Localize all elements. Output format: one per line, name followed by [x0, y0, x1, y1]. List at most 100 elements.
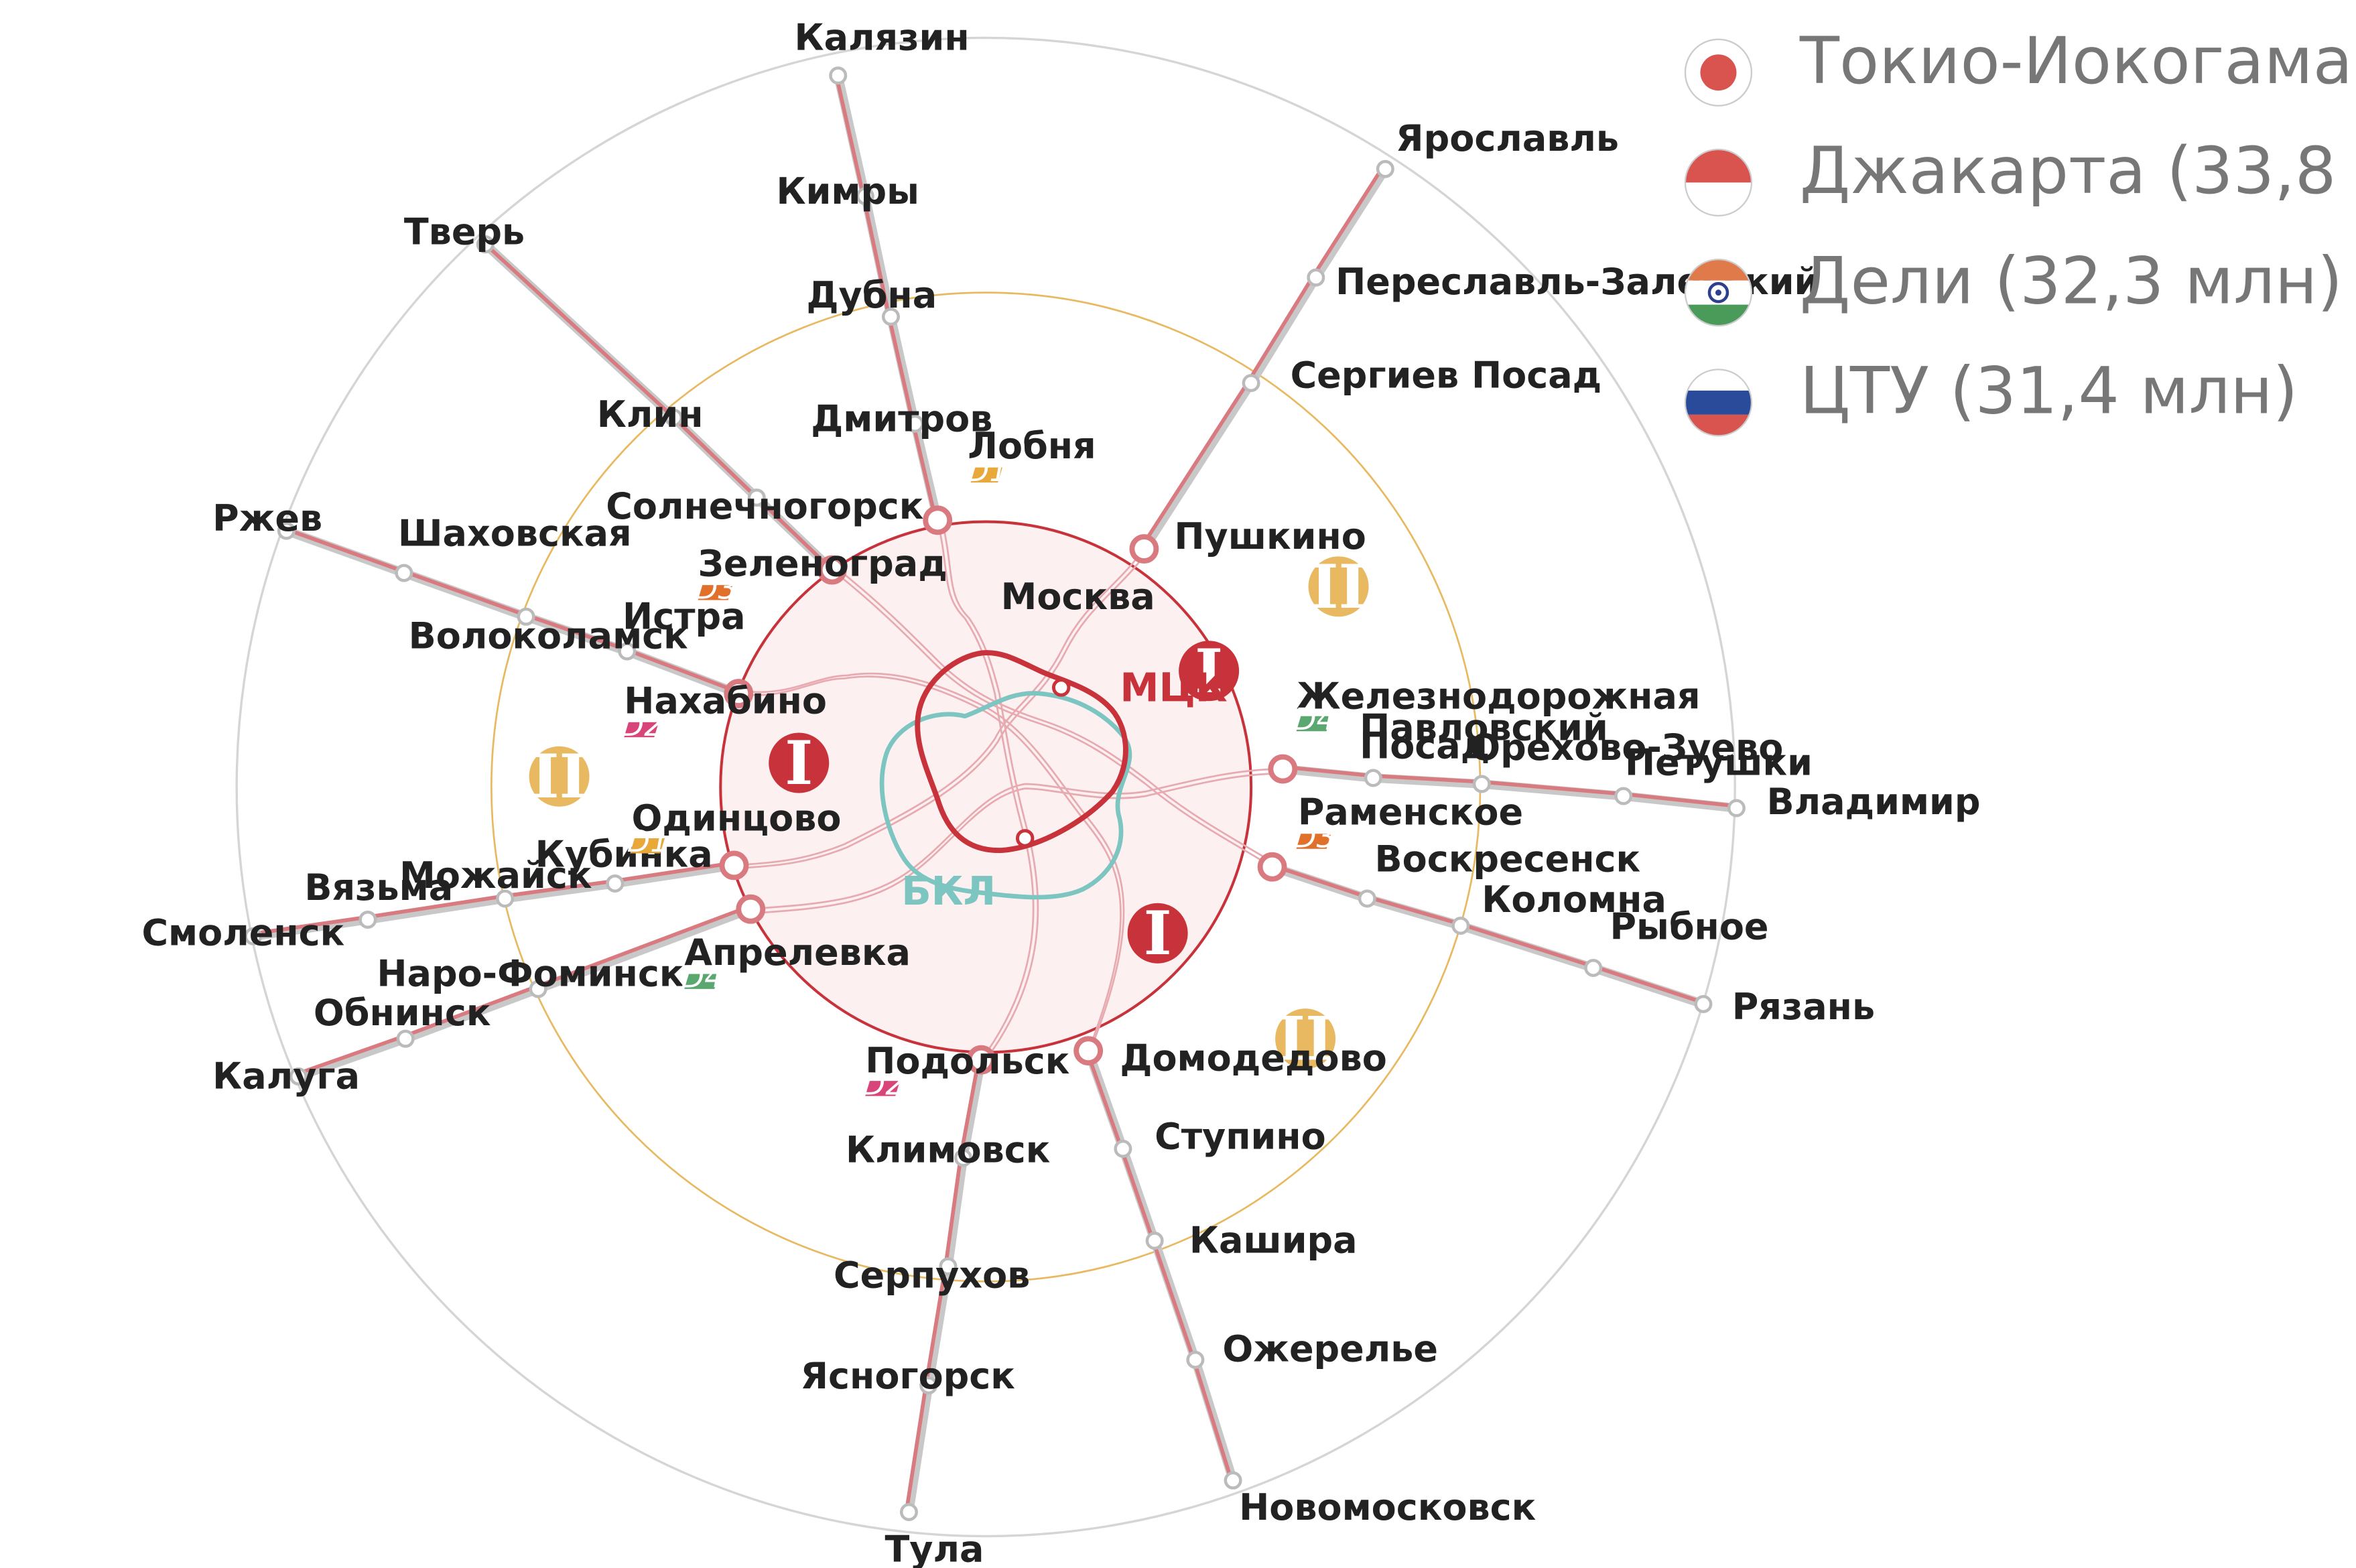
station-label: Подольск — [865, 1040, 1069, 1082]
d1-badge: D1 — [627, 824, 669, 859]
svg-text:D4: D4 — [681, 960, 724, 995]
zone-one-label: I — [1144, 899, 1172, 969]
station-dot — [1451, 916, 1470, 935]
railway-line-grey — [293, 904, 756, 1082]
bkl-label: БКЛ — [901, 868, 996, 914]
svg-text:D1: D1 — [627, 824, 669, 859]
station-dot — [1114, 1139, 1132, 1158]
station-label: Кашира — [1189, 1220, 1358, 1262]
station-label: Ржев — [212, 497, 322, 539]
station-dot — [1145, 1232, 1164, 1250]
diameter-badges: D1 D3 D2 D4 D3 D1 D4 D2 — [621, 453, 1336, 1102]
transfer-station-dot — [719, 850, 749, 880]
station-dot — [289, 1067, 308, 1086]
station-label: Дмитров — [811, 398, 992, 440]
railway-line-red — [1140, 166, 1385, 548]
station-dot — [1376, 159, 1394, 178]
station-dot — [954, 1149, 972, 1167]
station-dot — [277, 521, 296, 540]
legend-label: Токио-Иокогама (37,7 млн) — [1799, 23, 2356, 99]
station-dots — [244, 66, 1746, 1522]
station-label: Дубна — [806, 274, 937, 316]
railway-line-red — [296, 905, 749, 1076]
station-dot — [529, 980, 547, 998]
station-label: Воскресенск — [1375, 838, 1641, 880]
svg-text:D2: D2 — [862, 1066, 905, 1102]
legend-label: ЦТУ (31,4 млн) — [1800, 353, 2298, 429]
station-dot — [618, 642, 637, 661]
svg-text:D4: D4 — [1293, 702, 1335, 737]
legend-label: Джакарта (33,8 млн) — [1800, 133, 2356, 208]
station-label: Коломна — [1482, 878, 1666, 921]
station-dot — [1307, 268, 1325, 287]
mck-transfer-node — [1015, 829, 1035, 848]
station-label: Калуга — [212, 1055, 360, 1097]
station-label: Рязань — [1732, 986, 1875, 1028]
station-label: Наро-Фоминск — [377, 952, 683, 994]
station-label: Смоленск — [141, 912, 344, 954]
d4-badge: D4 — [681, 960, 724, 995]
svg-text:D3: D3 — [1293, 819, 1335, 854]
railway-line-red — [482, 241, 832, 570]
zone-two-label: II — [1277, 1004, 1333, 1075]
station-dot — [244, 927, 263, 945]
station-label: Можайск — [399, 854, 592, 897]
station-dot — [856, 187, 874, 206]
railway-line-grey — [1139, 164, 1390, 553]
station-label: Обнинск — [314, 992, 491, 1034]
station-labels: Калязин Кимры Дубна Дмитров Лобня Яросла… — [141, 16, 1980, 1568]
station-label: Шаховская — [398, 513, 632, 555]
station-label: Раменское — [1298, 791, 1523, 834]
mck-transfer-node — [1051, 678, 1071, 697]
svg-text:D1: D1 — [966, 453, 1008, 488]
station-dot — [476, 235, 495, 254]
station-label: Апрелевка — [684, 931, 911, 974]
station-dot — [899, 1503, 918, 1522]
station-label: Железнодорожная — [1297, 675, 1701, 718]
d4-badge: D4 — [1293, 702, 1335, 737]
zone-one-badge — [1179, 641, 1240, 702]
station-label: Климовск — [846, 1129, 1050, 1171]
station-label: Солнечногорск — [606, 485, 923, 527]
station-dot — [1242, 374, 1260, 393]
station-dot — [939, 1257, 958, 1276]
station-dot — [1224, 1471, 1242, 1490]
d2-badge: D2 — [862, 1066, 905, 1102]
station-label: Посад — [1360, 725, 1490, 767]
station-label: Нахабино — [624, 679, 827, 722]
station-dot — [1364, 769, 1382, 787]
russia-flag-icon — [1684, 369, 1753, 437]
station-label: Истра — [623, 595, 746, 637]
station-label: Павловский — [1360, 707, 1608, 749]
station-dot — [1472, 775, 1491, 793]
station-label: Новомосковск — [1239, 1486, 1536, 1528]
station-dot — [829, 66, 848, 85]
station-label: Тверь — [404, 211, 525, 253]
station-label: Тула — [885, 1528, 984, 1568]
transfer-station-dot — [724, 679, 754, 708]
station-label: Зеленоград — [698, 543, 947, 585]
station-dot — [919, 1376, 938, 1395]
station-label: Клин — [597, 393, 704, 436]
station-label: Кубинка — [535, 834, 713, 876]
station-label: Кимры — [777, 170, 919, 212]
zone-two-label: II — [1310, 552, 1366, 623]
station-label: Домодедово — [1120, 1037, 1386, 1079]
legend-label: Дели (32,3 млн) — [1800, 243, 2343, 318]
station-label: Петушки — [1625, 742, 1813, 784]
svg-text:D2: D2 — [621, 708, 663, 743]
station-dot — [905, 414, 924, 433]
station-label: Одинцово — [632, 797, 842, 840]
station-label: Рыбное — [1610, 906, 1768, 948]
station-dot — [496, 889, 515, 908]
station-dot — [881, 308, 900, 326]
d3-badge: D3 — [695, 570, 737, 606]
japan-flag-icon — [1684, 38, 1753, 107]
railway-lines — [249, 70, 1742, 1517]
d3-badge: D3 — [1293, 819, 1335, 854]
station-dot — [665, 408, 683, 427]
station-dot — [1186, 1350, 1205, 1369]
transfer-station-dot — [817, 555, 847, 585]
station-label: Владимир — [1766, 781, 1980, 823]
zone-two-badge — [1308, 556, 1369, 617]
